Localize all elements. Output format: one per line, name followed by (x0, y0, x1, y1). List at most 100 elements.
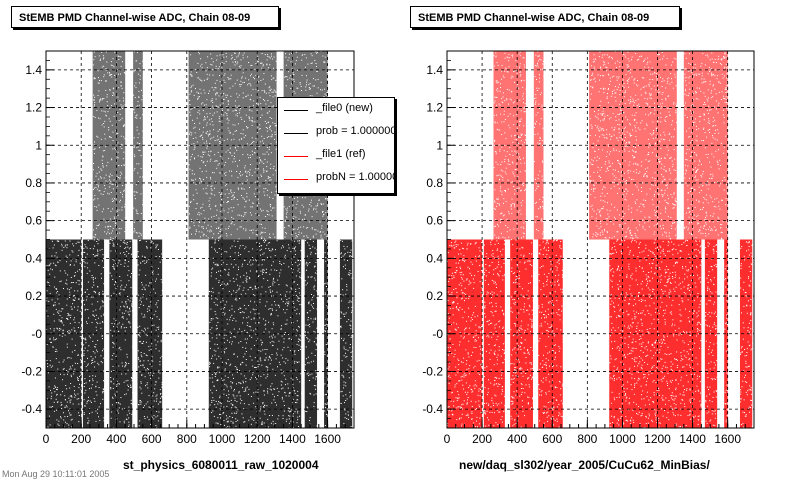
scatter-point-gap (67, 416, 69, 417)
scatter-point-gap (500, 306, 502, 308)
scatter-point-gap (91, 275, 93, 276)
scatter-point-gap (93, 245, 95, 247)
scatter-point-gap (269, 242, 271, 244)
scatter-point-gap (226, 114, 228, 116)
scatter-point-gap (288, 244, 289, 246)
scatter-point-gap (65, 255, 67, 257)
scatter-point-gap (453, 400, 455, 402)
scatter-point-gap (93, 187, 95, 189)
scatter-point-gap (220, 301, 222, 303)
scatter-point-gap (118, 177, 120, 178)
scatter-point-gap (342, 240, 343, 242)
scatter-point-gap (102, 165, 104, 167)
scatter-point-gap (479, 345, 481, 347)
scatter-point-gap (118, 322, 120, 324)
scatter-point-gap (128, 314, 130, 316)
scatter-point-gap (114, 225, 116, 227)
scatter-point-gap (279, 275, 280, 277)
scatter-point-gap (229, 256, 231, 257)
scatter-point-gap (220, 172, 222, 174)
scatter-point-gap (86, 289, 88, 291)
scatter-point-gap (254, 313, 256, 315)
scatter-point-gap (461, 413, 463, 415)
scatter-point-gap (309, 417, 311, 419)
scatter-point-gap (282, 357, 284, 359)
scatter-point-gap (129, 322, 131, 324)
scatter-point-gap (120, 280, 122, 282)
scatter-point-gap (141, 99, 143, 101)
scatter-point-gap (300, 226, 302, 228)
scatter-point-gap (155, 348, 157, 350)
scatter-point-gap (488, 283, 489, 285)
scatter-point-gap (219, 54, 221, 56)
scatter-point-gap (216, 55, 218, 57)
scatter-point-gap (112, 396, 114, 398)
scatter-point-gap (254, 294, 256, 296)
scatter-point-gap (466, 368, 468, 370)
scatter-point-gap (136, 114, 138, 116)
scatter-point-gap (345, 382, 347, 384)
scatter-point-gap (457, 398, 459, 400)
scatter-point-gap (239, 67, 241, 69)
scatter-point-gap (253, 392, 255, 394)
scatter-point-gap (345, 394, 347, 396)
scatter-point-gap (229, 170, 230, 172)
scatter-point-gap (130, 326, 131, 328)
scatter-point-gap (229, 331, 231, 333)
scatter-point-gap (207, 145, 209, 147)
scatter-point-gap (213, 136, 215, 138)
scatter-point-gap (258, 350, 260, 352)
scatter-point-gap (100, 355, 102, 357)
scatter-point-gap (274, 236, 276, 238)
scatter-point-gap (258, 275, 260, 276)
scatter-point-gap (190, 156, 192, 158)
scatter-point-gap (52, 346, 54, 348)
scatter-point-gap (477, 372, 479, 374)
scatter-point-gap (62, 391, 63, 393)
scatter-point-gap (201, 181, 203, 183)
scatter-point-gap (312, 306, 313, 308)
scatter-point-gap (253, 344, 255, 346)
scatter-point-gap (282, 349, 284, 351)
scatter-point-gap (214, 160, 216, 162)
scatter-point-gap (58, 312, 60, 314)
scatter-point-gap (225, 347, 227, 349)
scatter-point-gap (102, 267, 104, 268)
scatter-point-gap (100, 168, 102, 170)
scatter-point-gap (215, 422, 217, 424)
scatter-point-gap (307, 319, 309, 321)
scatter-point-gap (121, 117, 123, 119)
scatter-point-gap (268, 356, 270, 358)
scatter-point-gap (92, 296, 94, 298)
scatter-point-gap (230, 403, 232, 405)
scatter-point-gap (89, 413, 91, 414)
scatter-point-gap (250, 157, 251, 158)
scatter-point-gap (455, 366, 457, 368)
scatter-point-gap (111, 323, 113, 324)
scatter-point-gap (121, 301, 123, 303)
scatter-point-gap (286, 285, 288, 287)
scatter-point-gap (258, 264, 260, 266)
scatter-point-gap (486, 321, 488, 323)
scatter-point-gap (255, 141, 257, 143)
scatter-point-gap (140, 239, 142, 241)
scatter-point-gap (496, 266, 498, 268)
scatter-point-gap (65, 272, 67, 274)
scatter-point-gap (309, 392, 311, 394)
scatter-point-gap (53, 401, 55, 403)
scatter-point-gap (309, 204, 311, 205)
scatter-point-gap (236, 367, 238, 369)
scatter-point-gap (72, 403, 74, 405)
scatter-point-gap (458, 309, 460, 311)
scatter-point-gap (315, 318, 317, 320)
scatter-point-gap (216, 371, 218, 373)
scatter-point-gap (287, 410, 289, 412)
scatter-point-gap (161, 387, 163, 388)
scatter-point-gap (222, 300, 224, 302)
scatter-point-gap (85, 382, 87, 384)
scatter-point-gap (198, 51, 200, 53)
scatter-point-gap (273, 423, 275, 425)
scatter-point-gap (159, 401, 161, 403)
scatter-point-gap (223, 412, 225, 414)
scatter-point-gap (319, 230, 321, 232)
